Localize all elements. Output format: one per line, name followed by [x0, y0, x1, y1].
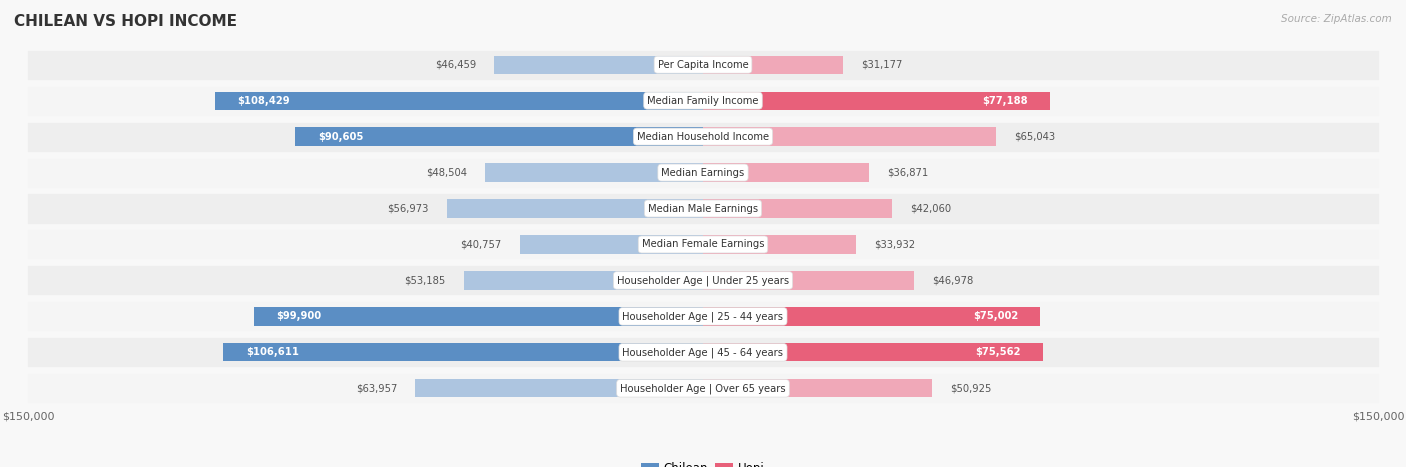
- Text: Source: ZipAtlas.com: Source: ZipAtlas.com: [1281, 14, 1392, 24]
- Text: $77,188: $77,188: [983, 96, 1028, 106]
- Bar: [415, 379, 703, 397]
- Bar: [703, 307, 1040, 325]
- Text: $31,177: $31,177: [862, 60, 903, 70]
- Bar: [28, 230, 1378, 259]
- Legend: Chilean, Hopi: Chilean, Hopi: [637, 457, 769, 467]
- Text: Householder Age | 25 - 44 years: Householder Age | 25 - 44 years: [623, 311, 783, 322]
- Bar: [295, 127, 703, 146]
- Bar: [703, 235, 856, 254]
- Text: $90,605: $90,605: [318, 132, 363, 142]
- Text: $106,611: $106,611: [246, 347, 299, 357]
- Text: $42,060: $42,060: [910, 204, 952, 213]
- Text: $53,185: $53,185: [405, 276, 446, 285]
- Text: $63,957: $63,957: [356, 383, 398, 393]
- Bar: [494, 56, 703, 74]
- Bar: [215, 92, 703, 110]
- Bar: [28, 374, 1378, 403]
- Bar: [703, 199, 893, 218]
- Bar: [28, 86, 1378, 115]
- Bar: [28, 194, 1378, 223]
- Bar: [703, 343, 1043, 361]
- Text: $50,925: $50,925: [950, 383, 991, 393]
- Bar: [28, 50, 1378, 79]
- Text: Householder Age | Under 25 years: Householder Age | Under 25 years: [617, 275, 789, 286]
- Bar: [28, 338, 1378, 367]
- Bar: [447, 199, 703, 218]
- Text: Median Male Earnings: Median Male Earnings: [648, 204, 758, 213]
- Text: $46,978: $46,978: [932, 276, 973, 285]
- Text: Median Female Earnings: Median Female Earnings: [641, 240, 765, 249]
- Text: $108,429: $108,429: [238, 96, 290, 106]
- Text: Per Capita Income: Per Capita Income: [658, 60, 748, 70]
- Text: Median Earnings: Median Earnings: [661, 168, 745, 177]
- Bar: [464, 271, 703, 290]
- Bar: [703, 56, 844, 74]
- Text: $75,562: $75,562: [974, 347, 1021, 357]
- Bar: [485, 163, 703, 182]
- Bar: [703, 379, 932, 397]
- Text: $75,002: $75,002: [973, 311, 1018, 321]
- Bar: [703, 92, 1050, 110]
- Text: CHILEAN VS HOPI INCOME: CHILEAN VS HOPI INCOME: [14, 14, 238, 29]
- Text: Median Household Income: Median Household Income: [637, 132, 769, 142]
- Text: $40,757: $40,757: [460, 240, 502, 249]
- Bar: [28, 266, 1378, 295]
- Text: $48,504: $48,504: [426, 168, 467, 177]
- Text: Median Family Income: Median Family Income: [647, 96, 759, 106]
- Bar: [28, 122, 1378, 151]
- Bar: [703, 163, 869, 182]
- Text: $33,932: $33,932: [873, 240, 915, 249]
- Text: Householder Age | 45 - 64 years: Householder Age | 45 - 64 years: [623, 347, 783, 358]
- Bar: [520, 235, 703, 254]
- Text: $99,900: $99,900: [276, 311, 321, 321]
- Bar: [703, 271, 914, 290]
- Bar: [253, 307, 703, 325]
- Bar: [703, 127, 995, 146]
- Bar: [224, 343, 703, 361]
- Text: $65,043: $65,043: [1014, 132, 1054, 142]
- Bar: [28, 302, 1378, 331]
- Bar: [28, 158, 1378, 187]
- Text: Householder Age | Over 65 years: Householder Age | Over 65 years: [620, 383, 786, 394]
- Text: $46,459: $46,459: [434, 60, 477, 70]
- Text: $36,871: $36,871: [887, 168, 928, 177]
- Text: $56,973: $56,973: [387, 204, 429, 213]
